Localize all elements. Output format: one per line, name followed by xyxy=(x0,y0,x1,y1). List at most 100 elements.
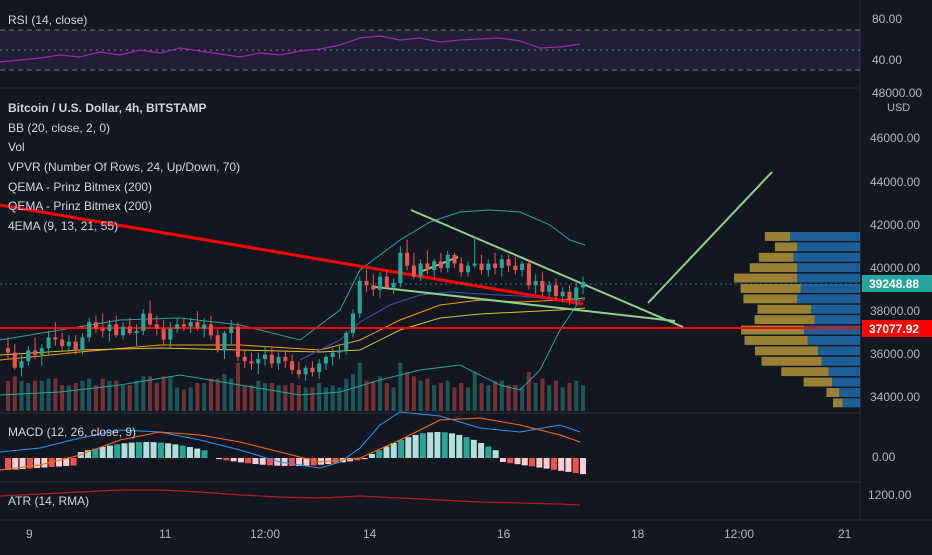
macd-bar xyxy=(157,442,164,458)
macd-bar xyxy=(478,443,485,458)
price-tick: 48000.00 xyxy=(872,86,922,100)
candle-body xyxy=(479,263,484,271)
macd-bar xyxy=(441,432,448,458)
volume-bar xyxy=(87,378,92,411)
rsi-band xyxy=(0,30,860,70)
wedge-lower-line[interactable] xyxy=(374,286,676,322)
macd-bar xyxy=(514,458,521,465)
macd-bar xyxy=(5,458,11,470)
volume-bar xyxy=(208,378,213,411)
price-pane[interactable]: Bitcoin / U.S. Dollar, 4h, BITSTAMP BB (… xyxy=(0,101,860,411)
price-axis[interactable]: 48000.00 USD 46000.00 44000.00 42000.00 … xyxy=(862,86,932,404)
volume-bar xyxy=(296,385,301,411)
macd-bar xyxy=(150,442,157,458)
volume-bar xyxy=(46,378,51,411)
candle-body xyxy=(263,354,268,360)
candle-body xyxy=(66,341,71,347)
candle-body xyxy=(60,339,65,347)
volume-bar xyxy=(513,385,518,411)
atr-pane[interactable]: ATR (14, RMA) 1200.00 xyxy=(0,488,912,508)
legend: Bitcoin / U.S. Dollar, 4h, BITSTAMP BB (… xyxy=(8,101,240,233)
macd-bar xyxy=(317,458,324,465)
volume-bar xyxy=(141,376,146,411)
candle-body xyxy=(168,328,173,340)
volume-bar xyxy=(432,385,437,411)
candle-body xyxy=(432,261,437,271)
candle-body xyxy=(80,337,85,351)
candle-body xyxy=(290,361,295,370)
candle-body xyxy=(141,313,146,331)
vpvr-row-up xyxy=(828,367,860,377)
macd-bar xyxy=(55,458,62,467)
candle-body xyxy=(242,356,247,362)
volume-bar xyxy=(168,376,173,411)
volume-bar xyxy=(276,385,281,411)
time-axis[interactable]: 9 11 12:00 14 16 18 12:00 21 xyxy=(26,527,852,541)
time-tick: 12:00 xyxy=(250,527,280,541)
macd-bar xyxy=(172,444,179,458)
rsi-line xyxy=(0,35,581,63)
vpvr-row-down xyxy=(744,336,808,345)
time-tick: 14 xyxy=(363,527,377,541)
legend-4ema: 4EMA (9, 13, 21, 55) xyxy=(8,219,118,233)
vpvr-row-down xyxy=(754,315,815,325)
ema-orange xyxy=(0,297,586,361)
red-trendline[interactable] xyxy=(0,203,584,306)
ema-yellow xyxy=(0,307,586,356)
candle-body xyxy=(87,322,92,338)
volume-bar xyxy=(39,380,44,411)
volume-bar xyxy=(445,380,450,411)
time-tick: 11 xyxy=(159,527,172,541)
macd-label: MACD (12, 26, close, 9) xyxy=(8,425,136,439)
candle-body xyxy=(5,348,11,353)
time-tick: 9 xyxy=(26,527,33,541)
volume-bar xyxy=(371,380,376,411)
candle-body xyxy=(526,263,531,286)
macd-bar xyxy=(456,434,463,458)
macd-bar xyxy=(70,458,77,466)
volume-bar xyxy=(26,383,31,411)
volume-bar xyxy=(283,385,288,411)
macd-bar xyxy=(99,447,106,458)
volume-bar xyxy=(479,383,484,411)
macd-bar xyxy=(296,458,303,466)
candle-body xyxy=(357,280,362,314)
macd-bar xyxy=(106,445,113,458)
vpvr-row-down xyxy=(764,232,790,241)
volume-bar xyxy=(560,387,565,411)
macd-bar xyxy=(136,442,143,458)
candle-body xyxy=(580,282,586,288)
macd-bar xyxy=(347,458,354,462)
macd-bar xyxy=(521,458,528,466)
volume-bar xyxy=(148,376,153,411)
macd-bar xyxy=(558,458,565,471)
macd-bar xyxy=(165,443,172,458)
price-tick: 38000.00 xyxy=(870,304,920,318)
vpvr-row-down xyxy=(774,242,797,252)
volume-bar xyxy=(344,378,349,411)
volume-bar xyxy=(269,383,274,411)
vpvr-row-down xyxy=(833,398,843,408)
candle-body xyxy=(344,333,349,351)
volume-bar xyxy=(263,383,268,411)
macd-pane[interactable]: MACD (12, 26, close, 9) 0.00 xyxy=(0,411,896,475)
macd-bar xyxy=(492,450,499,458)
macd-bar xyxy=(19,458,26,469)
vpvr-row-up xyxy=(842,398,860,408)
rsi-pane[interactable]: RSI (14, close) 80.00 40.00 xyxy=(0,12,902,71)
breakout-projection-line[interactable] xyxy=(647,171,773,304)
macd-bar xyxy=(448,433,455,458)
rsi-tick-40: 40.00 xyxy=(872,53,902,67)
macd-bar xyxy=(507,458,514,464)
macd-bar xyxy=(34,458,41,468)
candle-body xyxy=(33,350,38,355)
candle-body xyxy=(384,276,389,288)
volume-bar xyxy=(317,383,322,411)
macd-signal xyxy=(0,417,581,471)
candle-body xyxy=(53,337,58,340)
wedge-upper-line[interactable] xyxy=(410,209,684,328)
candle-body xyxy=(445,254,450,268)
vpvr-row-down xyxy=(749,263,797,273)
candle-body xyxy=(208,324,213,336)
